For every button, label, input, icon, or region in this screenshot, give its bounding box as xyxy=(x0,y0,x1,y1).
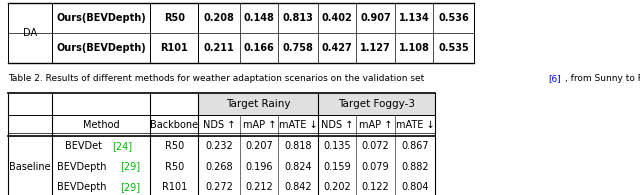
Text: mATE ↓: mATE ↓ xyxy=(279,120,317,130)
Text: R50: R50 xyxy=(164,13,185,23)
Text: 0.079: 0.079 xyxy=(362,161,390,172)
Text: 0.211: 0.211 xyxy=(204,43,235,53)
Text: 0.842: 0.842 xyxy=(284,182,312,192)
Text: Table 2. Results of different methods for weather adaptation scenarios on the va: Table 2. Results of different methods fo… xyxy=(8,74,427,83)
Text: R50: R50 xyxy=(164,141,184,151)
Text: 0.268: 0.268 xyxy=(205,161,233,172)
Text: 0.804: 0.804 xyxy=(401,182,429,192)
Text: , from Sunny to Rainy and Foggy-3.: , from Sunny to Rainy and Foggy-3. xyxy=(565,74,640,83)
Text: 0.212: 0.212 xyxy=(245,182,273,192)
Text: 0.272: 0.272 xyxy=(205,182,233,192)
Bar xyxy=(318,93,435,115)
Text: [29]: [29] xyxy=(120,182,141,192)
Text: 0.202: 0.202 xyxy=(323,182,351,192)
Text: Ours(BEVDepth): Ours(BEVDepth) xyxy=(56,13,147,23)
Text: 0.135: 0.135 xyxy=(323,141,351,151)
Text: 0.159: 0.159 xyxy=(323,161,351,172)
Text: 0.813: 0.813 xyxy=(283,13,314,23)
Text: 0.824: 0.824 xyxy=(284,161,312,172)
Text: [29]: [29] xyxy=(120,161,141,172)
Text: Target Foggy-3: Target Foggy-3 xyxy=(338,99,415,109)
Text: DA: DA xyxy=(23,28,37,38)
Text: Ours(BEVDepth): Ours(BEVDepth) xyxy=(56,43,147,53)
Text: 0.208: 0.208 xyxy=(204,13,235,23)
Text: BEVDet: BEVDet xyxy=(65,141,102,151)
Text: 1.108: 1.108 xyxy=(399,43,429,53)
Text: R50: R50 xyxy=(164,161,184,172)
Text: NDS ↑: NDS ↑ xyxy=(321,120,353,130)
Text: [24]: [24] xyxy=(113,141,132,151)
Text: R101: R101 xyxy=(162,182,187,192)
Text: 0.402: 0.402 xyxy=(322,13,353,23)
Text: 1.134: 1.134 xyxy=(399,13,429,23)
Text: 1.127: 1.127 xyxy=(360,43,391,53)
Text: 0.907: 0.907 xyxy=(360,13,391,23)
Text: NDS ↑: NDS ↑ xyxy=(203,120,236,130)
Text: 0.536: 0.536 xyxy=(438,13,469,23)
Text: Target Rainy: Target Rainy xyxy=(226,99,291,109)
Text: 0.427: 0.427 xyxy=(322,43,353,53)
Text: 0.148: 0.148 xyxy=(244,13,275,23)
Text: mAP ↑: mAP ↑ xyxy=(243,120,276,130)
Text: Backbone: Backbone xyxy=(150,120,198,130)
Text: 0.207: 0.207 xyxy=(245,141,273,151)
Text: 0.882: 0.882 xyxy=(401,161,429,172)
Text: 0.072: 0.072 xyxy=(362,141,390,151)
Text: R101: R101 xyxy=(161,43,188,53)
Text: BEVDepth: BEVDepth xyxy=(56,182,106,192)
Text: 0.818: 0.818 xyxy=(285,141,312,151)
Text: Baseline: Baseline xyxy=(9,161,51,172)
Text: 0.867: 0.867 xyxy=(401,141,429,151)
Text: mATE ↓: mATE ↓ xyxy=(396,120,435,130)
Text: [6]: [6] xyxy=(548,74,561,83)
Text: 0.758: 0.758 xyxy=(283,43,314,53)
Text: BEVDepth: BEVDepth xyxy=(56,161,106,172)
Text: mAP ↑: mAP ↑ xyxy=(359,120,392,130)
Text: 0.166: 0.166 xyxy=(244,43,275,53)
Text: 0.122: 0.122 xyxy=(362,182,390,192)
Text: 0.196: 0.196 xyxy=(246,161,273,172)
Text: Method: Method xyxy=(83,120,120,130)
Text: 0.232: 0.232 xyxy=(205,141,233,151)
Text: 0.535: 0.535 xyxy=(438,43,469,53)
Bar xyxy=(198,93,318,115)
